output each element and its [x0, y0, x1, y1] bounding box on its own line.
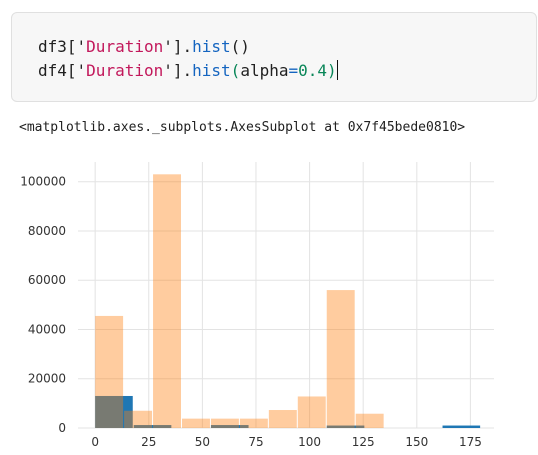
y-tick-label: 100000 [20, 175, 66, 189]
cell-output-repr: <matplotlib.axes._subplots.AxesSubplot a… [19, 120, 465, 135]
plot-area [78, 162, 494, 428]
code-token-var: df4 [38, 61, 67, 80]
x-tick-label: 0 [91, 435, 99, 449]
code-token-punct: [' [67, 61, 86, 80]
histogram-plot: 0 25 50 75 100 125 150 175 0 20000 40000 60000 8000… [0, 148, 538, 455]
text-cursor [337, 60, 338, 80]
y-tick-label: 0 [58, 421, 66, 435]
code-editor[interactable]: df3['Duration'].hist() df4['Duration'].hi… [38, 35, 338, 83]
histogram-bar-series-2 [153, 174, 181, 428]
histogram-bar-series-1 [443, 426, 481, 428]
x-tick-label: 75 [248, 435, 263, 449]
code-token-string: Duration [86, 61, 163, 80]
code-token-operator: = [288, 61, 298, 80]
histogram-bar-series-2 [95, 316, 123, 428]
code-token-kwarg: alpha [240, 61, 288, 80]
code-token-method: hist [192, 37, 231, 56]
histogram-bar-series-2 [356, 414, 384, 428]
code-token-punct: ']. [163, 61, 192, 80]
code-token-method: hist [192, 61, 231, 80]
code-line-1: df3['Duration'].hist() [38, 35, 338, 59]
histogram-bar-series-2 [124, 411, 152, 428]
x-tick-label: 175 [459, 435, 482, 449]
code-token-punct: ( [231, 61, 241, 80]
y-axis-ticks: 0 20000 40000 60000 80000 100000 [20, 175, 66, 435]
code-token-var: df3 [38, 37, 67, 56]
y-tick-label: 60000 [28, 273, 66, 287]
code-cell[interactable]: df3['Duration'].hist() df4['Duration'].hi… [11, 12, 537, 102]
histogram-bar-series-2 [269, 410, 297, 428]
histogram-bar-series-2 [327, 290, 355, 428]
histogram-bar-series-2 [240, 419, 268, 428]
x-tick-label: 125 [352, 435, 375, 449]
histogram-bar-series-2 [211, 419, 239, 428]
code-token-punct: [' [67, 37, 86, 56]
code-token-punct: ) [327, 61, 337, 80]
code-token-string: Duration [86, 37, 163, 56]
y-tick-label: 40000 [28, 322, 66, 336]
y-tick-label: 20000 [28, 372, 66, 386]
y-tick-label: 80000 [28, 224, 66, 238]
x-tick-label: 100 [298, 435, 321, 449]
x-tick-label: 50 [195, 435, 210, 449]
x-axis-ticks: 0 25 50 75 100 125 150 175 [91, 435, 482, 449]
x-tick-label: 150 [405, 435, 428, 449]
code-token-punct: ']. [163, 37, 192, 56]
x-tick-label: 25 [141, 435, 156, 449]
code-line-2: df4['Duration'].hist(alpha=0.4) [38, 59, 338, 83]
code-token-number: 0.4 [298, 61, 327, 80]
histogram-bar-series-2 [182, 419, 210, 428]
histogram-bar-series-2 [298, 396, 326, 428]
code-token-punct: () [231, 37, 250, 56]
